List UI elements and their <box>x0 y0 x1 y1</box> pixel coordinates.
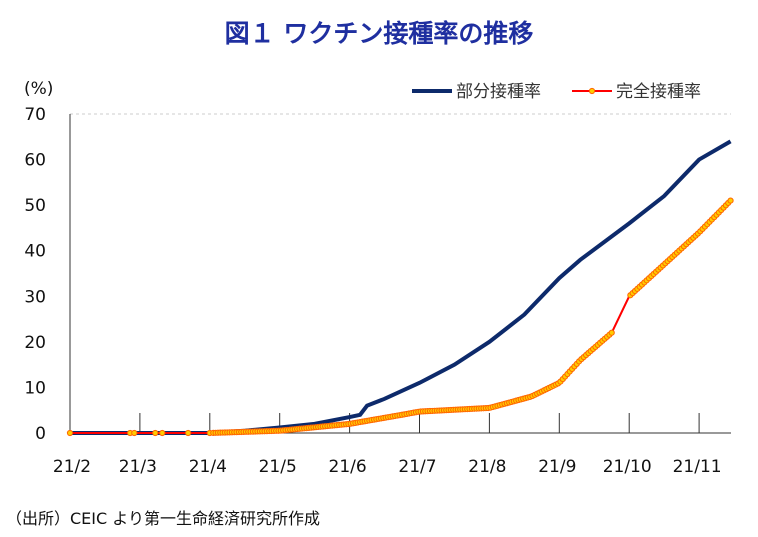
source-note: （出所）CEIC より第一生命経済研究所作成 <box>6 509 320 528</box>
y-tick-label: 60 <box>24 151 46 171</box>
x-tick-label: 21/5 <box>259 457 297 477</box>
data-point <box>185 429 192 437</box>
data-point <box>159 429 166 437</box>
x-tick-label: 21/8 <box>468 457 506 477</box>
x-tick-label: 21/7 <box>398 457 436 477</box>
legend-label-full: 完全接種率 <box>616 82 701 102</box>
x-tick-label: 21/10 <box>603 457 652 477</box>
data-point <box>727 197 734 204</box>
data-point <box>152 429 159 437</box>
x-tick-label: 21/3 <box>119 457 157 477</box>
x-tick-label: 21/2 <box>53 457 91 477</box>
y-axis-label: (%) <box>24 79 53 99</box>
x-tick-label: 21/4 <box>189 457 227 477</box>
y-tick-label: 30 <box>24 287 46 307</box>
series-markers-full <box>66 197 734 437</box>
series-line-full <box>70 199 732 434</box>
chart-title: 図１ ワクチン接種率の推移 <box>224 19 534 48</box>
data-point <box>131 429 138 437</box>
y-tick-label: 50 <box>24 196 46 216</box>
x-tick-label: 21/9 <box>538 457 576 477</box>
y-tick-label: 20 <box>24 333 46 353</box>
y-tick-label: 40 <box>24 242 46 262</box>
legend-marker-full <box>588 87 596 95</box>
data-point <box>608 329 615 336</box>
x-tick-label: 21/11 <box>673 457 722 477</box>
data-point <box>66 429 74 437</box>
legend-label-partial: 部分接種率 <box>456 82 541 102</box>
series-line-partial <box>70 139 732 435</box>
y-tick-label: 70 <box>24 105 46 125</box>
y-tick-label: 10 <box>24 378 46 398</box>
x-tick-label: 21/6 <box>329 457 367 477</box>
y-tick-label: 0 <box>35 424 46 444</box>
